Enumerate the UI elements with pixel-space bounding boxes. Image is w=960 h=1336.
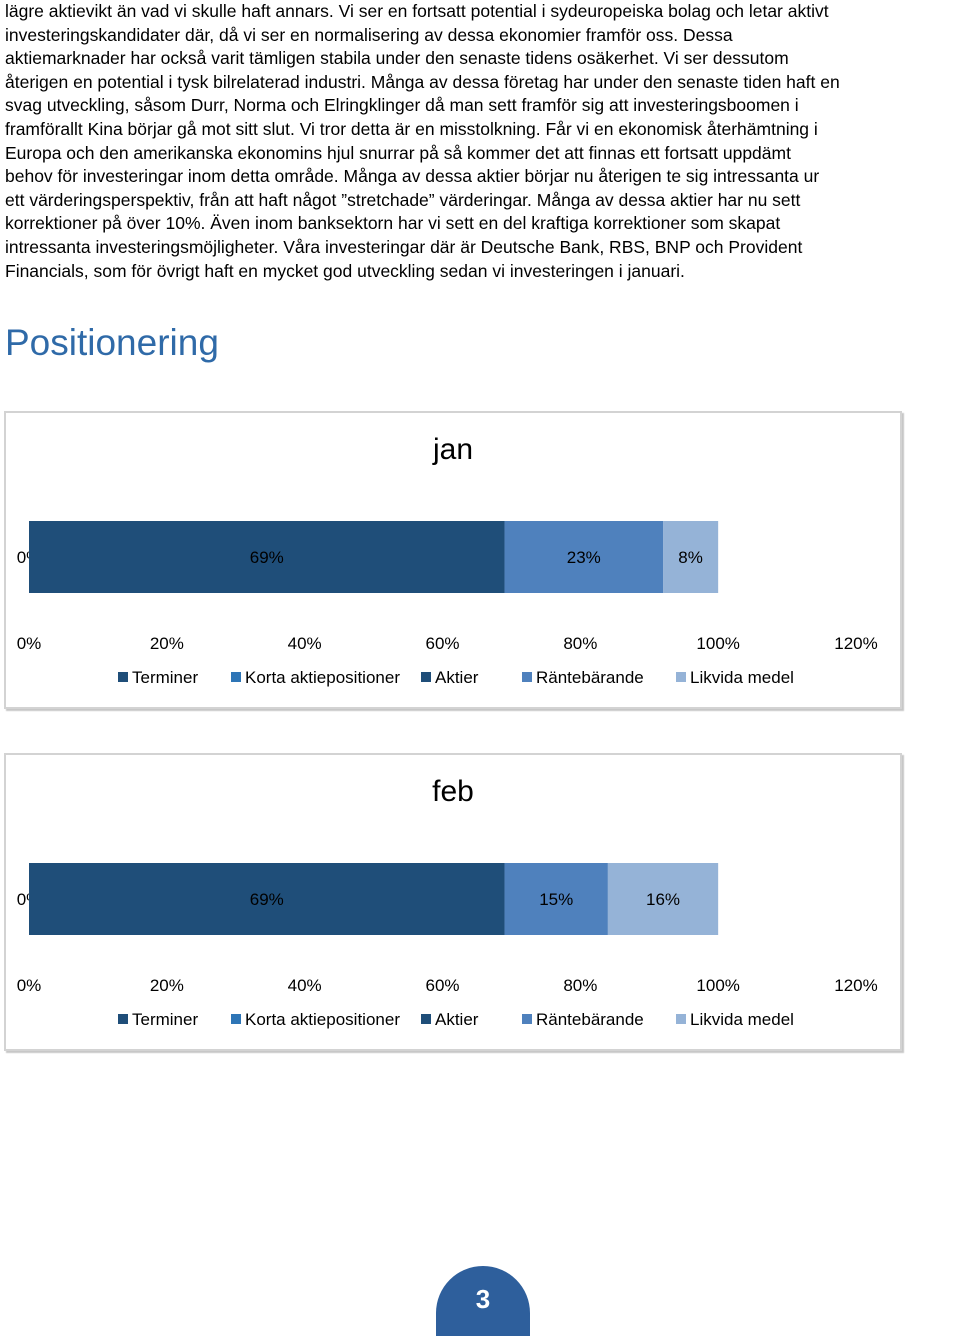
body-paragraph: lägre aktievikt än vad vi skulle haft an… xyxy=(5,1,840,281)
x-tick-label: 40% xyxy=(288,976,322,995)
legend-label: Korta aktiepositioner xyxy=(245,668,400,687)
x-tick-label: 20% xyxy=(150,634,184,653)
legend-swatch xyxy=(522,672,532,682)
page-number: 3 xyxy=(475,1284,491,1314)
data-label: 23% xyxy=(567,548,601,567)
bar-segment-likvida-medel xyxy=(607,863,719,935)
chart-feb: feb0%69%15%16%0%20%40%60%80%100%120%Term… xyxy=(4,753,902,1051)
legend-swatch xyxy=(421,1014,431,1024)
data-label: 8% xyxy=(678,548,703,567)
bar-segment-r-nteb-rande xyxy=(504,863,608,935)
page-number-badge: 3 xyxy=(436,1266,530,1336)
x-tick-label: 20% xyxy=(150,976,184,995)
legend-swatch xyxy=(522,1014,532,1024)
legend-swatch xyxy=(676,1014,686,1024)
data-label: 16% xyxy=(646,890,680,909)
legend-label: Terminer xyxy=(132,1010,198,1029)
bar-segment-aktier xyxy=(29,521,505,593)
x-tick-label: 100% xyxy=(696,976,739,995)
x-tick-label: 60% xyxy=(425,976,459,995)
legend-swatch xyxy=(421,672,431,682)
legend-label: Terminer xyxy=(132,668,198,687)
legend-label: Korta aktiepositioner xyxy=(245,1010,400,1029)
legend-label: Aktier xyxy=(435,668,479,687)
bar-segment-aktier xyxy=(29,863,505,935)
legend-swatch xyxy=(231,672,241,682)
data-label: 69% xyxy=(250,548,284,567)
x-tick-label: 0% xyxy=(17,976,42,995)
x-tick-label: 80% xyxy=(563,976,597,995)
section-heading: Positionering xyxy=(5,322,219,363)
x-tick-label: 0% xyxy=(17,634,42,653)
x-tick-label: 40% xyxy=(288,634,322,653)
bar-segment-r-nteb-rande xyxy=(504,521,664,593)
legend-swatch xyxy=(118,672,128,682)
data-label: 69% xyxy=(250,890,284,909)
legend-label: Likvida medel xyxy=(690,668,794,687)
chart-jan: jan0%69%23%8%0%20%40%60%80%100%120%Termi… xyxy=(4,411,902,709)
data-label: 15% xyxy=(539,890,573,909)
x-tick-label: 120% xyxy=(834,976,877,995)
chart-jan-svg: jan0%69%23%8%0%20%40%60%80%100%120%Termi… xyxy=(17,433,878,687)
bar-segment-likvida-medel xyxy=(663,521,719,593)
x-tick-label: 80% xyxy=(563,634,597,653)
x-tick-label: 120% xyxy=(834,634,877,653)
x-tick-label: 60% xyxy=(425,634,459,653)
legend-label: Räntebärande xyxy=(536,1010,644,1029)
chart-feb-svg: feb0%69%15%16%0%20%40%60%80%100%120%Term… xyxy=(17,775,878,1029)
legend-label: Likvida medel xyxy=(690,1010,794,1029)
legend-swatch xyxy=(676,672,686,682)
legend-swatch xyxy=(231,1014,241,1024)
chart-title: feb xyxy=(432,775,474,808)
legend-label: Räntebärande xyxy=(536,668,644,687)
legend-label: Aktier xyxy=(435,1010,479,1029)
chart-title: jan xyxy=(432,433,473,466)
legend-swatch xyxy=(118,1014,128,1024)
x-tick-label: 100% xyxy=(696,634,739,653)
